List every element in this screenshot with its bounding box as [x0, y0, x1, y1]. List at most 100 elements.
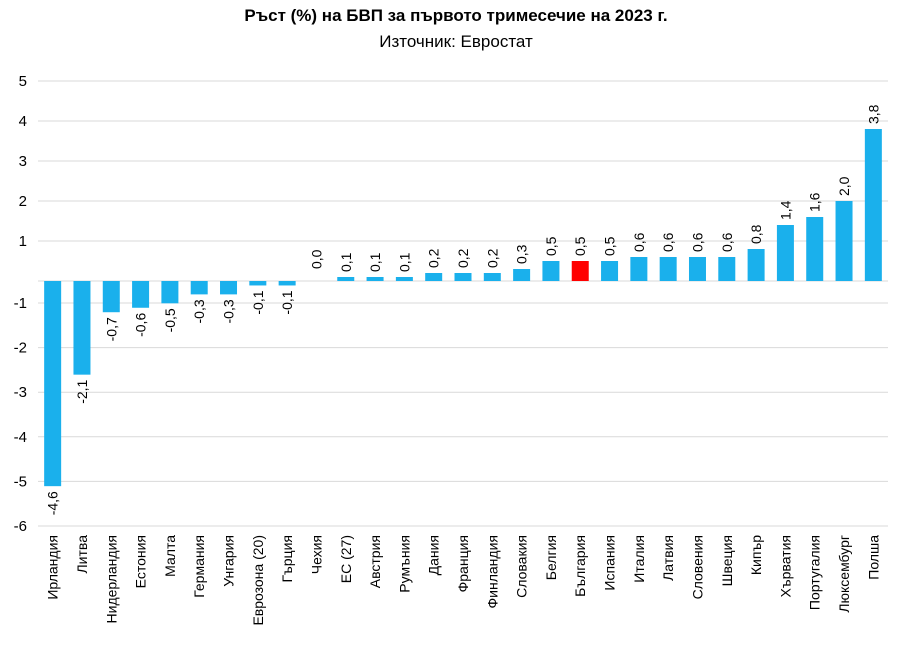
category-label: Чехия: [308, 535, 324, 574]
bar: [249, 281, 267, 286]
bar: [366, 277, 384, 281]
bar: [806, 217, 824, 281]
data-label: 0,8: [748, 224, 764, 244]
chart-title: Ръст (%) на БВП за първото тримесечие на…: [244, 6, 668, 25]
data-label: 0,6: [631, 232, 647, 252]
data-label: 2,0: [836, 176, 852, 196]
category-label: Словения: [689, 535, 705, 599]
data-label: 0,1: [338, 252, 354, 272]
data-label: 0,6: [660, 232, 676, 252]
bar: [630, 257, 648, 281]
data-label: -0,3: [191, 299, 207, 323]
bar: [190, 281, 208, 295]
category-label: Латвия: [660, 535, 676, 581]
category-label: Германия: [191, 535, 207, 598]
data-label: 0,5: [602, 236, 618, 256]
bar: [220, 281, 238, 295]
category-label: Испания: [602, 535, 618, 591]
data-label: 0,2: [455, 248, 471, 268]
bar: [73, 281, 91, 375]
y-tick-label: -1: [14, 295, 27, 312]
category-label: Естония: [133, 535, 149, 588]
category-label: Швеция: [719, 535, 735, 586]
y-tick-label: 2: [19, 193, 27, 210]
bar: [747, 249, 765, 281]
bar: [102, 281, 120, 313]
category-label: Нидерландия: [103, 535, 119, 623]
bar: [688, 257, 706, 281]
category-label: Хърватия: [777, 535, 793, 597]
data-label: 0,2: [484, 248, 500, 268]
data-label: 0,6: [719, 232, 735, 252]
data-label: 0,1: [396, 252, 412, 272]
category-label: Италия: [631, 535, 647, 583]
data-label: -2,1: [74, 379, 90, 403]
bar: [601, 261, 619, 281]
category-label: Румъния: [396, 535, 412, 593]
bar: [718, 257, 736, 281]
category-label: Португалия: [807, 535, 823, 610]
bar: [132, 281, 150, 308]
data-label: 0,0: [308, 249, 324, 269]
category-label: Ирландия: [45, 535, 61, 600]
category-label: Кипър: [748, 535, 764, 575]
category-label: Гърция: [279, 535, 295, 583]
category-label: Финландия: [484, 535, 500, 608]
bar: [513, 269, 531, 281]
y-tick-label: 3: [19, 153, 27, 170]
bar: [161, 281, 179, 304]
data-label: -0,7: [103, 317, 119, 341]
data-label: 3,8: [865, 104, 881, 124]
category-label: Еврозона (20): [250, 535, 266, 626]
y-tick-label: 1: [19, 233, 27, 250]
bar: [483, 273, 501, 281]
y-tick-label: 4: [19, 113, 27, 130]
category-label: Люксембург: [836, 535, 852, 613]
bar: [454, 273, 472, 281]
bar: [337, 277, 355, 281]
category-label: Франция: [455, 535, 471, 592]
data-label: 0,1: [367, 252, 383, 272]
bar: [659, 257, 677, 281]
bar: [776, 225, 794, 281]
bar: [542, 261, 560, 281]
bar: [571, 261, 589, 281]
bar: [835, 201, 853, 281]
y-tick-label: 5: [19, 73, 27, 90]
data-label: 0,3: [514, 244, 530, 264]
data-label: -0,3: [221, 299, 237, 323]
data-label: 0,5: [543, 236, 559, 256]
category-label: Унгария: [221, 535, 237, 587]
data-label: 0,5: [572, 236, 588, 256]
y-tick-label: -4: [14, 429, 27, 446]
data-label: -0,1: [250, 290, 266, 314]
category-label: България: [572, 535, 588, 597]
category-label: Белгия: [543, 535, 559, 580]
y-tick-label: -3: [14, 384, 27, 401]
category-label: Словакия: [514, 535, 530, 598]
category-label: Полша: [865, 535, 881, 580]
bar: [864, 129, 882, 281]
bar: [44, 281, 62, 487]
bar: [278, 281, 296, 286]
category-label: Австрия: [367, 535, 383, 588]
data-label: -0,5: [162, 308, 178, 332]
y-tick-label: -2: [14, 340, 27, 357]
y-tick-label: -5: [14, 473, 27, 490]
bar: [395, 277, 413, 281]
data-label: -0,6: [133, 313, 149, 337]
category-label: Дания: [426, 535, 442, 575]
data-label: 1,4: [777, 200, 793, 220]
data-label: 1,6: [807, 192, 823, 212]
category-label: ЕС (27): [338, 535, 354, 583]
data-label: 0,6: [689, 232, 705, 252]
category-label: Малта: [162, 535, 178, 577]
category-label: Литва: [74, 535, 90, 574]
data-label: -0,1: [279, 290, 295, 314]
chart-subtitle: Източник: Евростат: [379, 32, 533, 51]
data-label: 0,2: [426, 248, 442, 268]
bar: [425, 273, 443, 281]
data-label: -4,6: [45, 491, 61, 515]
y-tick-label: -6: [14, 518, 27, 535]
